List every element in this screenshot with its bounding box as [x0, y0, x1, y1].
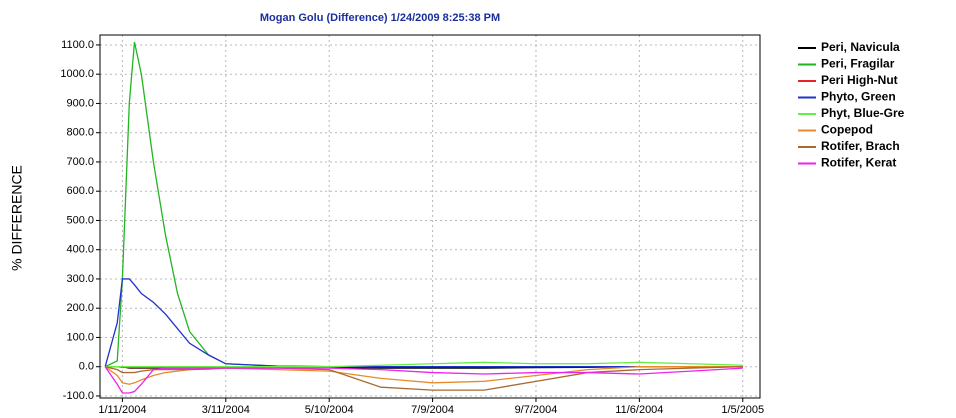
y-tick-label: 1100.0: [61, 39, 94, 51]
y-tick-label: 100.0: [66, 331, 94, 343]
x-tick-label: 9/7/2004: [515, 404, 558, 416]
legend-label: Rotifer, Brach: [821, 139, 900, 153]
y-tick-label: 600.0: [66, 185, 94, 197]
chart-title: Mogan Golu (Difference) 1/24/2009 8:25:3…: [260, 12, 500, 24]
legend-label: Rotifer, Kerat: [821, 156, 896, 170]
legend-label: Peri, Navicula: [821, 40, 900, 54]
y-tick-label: 400.0: [66, 244, 94, 256]
y-tick-label: 0.0: [79, 361, 94, 373]
x-tick-label: 1/11/2004: [98, 404, 146, 416]
legend-box: [792, 38, 956, 188]
y-tick-label: -100.0: [63, 390, 94, 402]
y-tick-label: 900.0: [66, 97, 94, 109]
y-tick-label: 200.0: [66, 302, 94, 314]
y-tick-label: 800.0: [66, 127, 94, 139]
x-tick-label: 1/5/2005: [721, 404, 764, 416]
y-tick-label: 700.0: [66, 156, 94, 168]
y-axis-label: % DIFFERENCE: [9, 165, 25, 271]
y-tick-label: 1000.0: [60, 68, 94, 80]
y-tick-label: 500.0: [66, 214, 94, 226]
series-line: [104, 278, 743, 368]
series-line: [104, 366, 743, 394]
series-line: [105, 361, 743, 368]
x-tick-label: 5/10/2004: [305, 404, 354, 416]
x-tick-label: 11/6/2004: [615, 404, 663, 416]
x-tick-label: 7/9/2004: [411, 404, 454, 416]
plot-frame: [99, 34, 761, 399]
legend-label: Phyto, Green: [821, 90, 896, 104]
legend-label: Copepod: [821, 123, 873, 137]
legend-label: Peri High-Nut: [821, 73, 898, 87]
y-tick-label: 300.0: [66, 273, 94, 285]
legend-label: Phyt, Blue-Gre: [821, 106, 905, 120]
legend-label: Peri, Fragilar: [821, 57, 895, 71]
x-tick-label: 3/11/2004: [202, 404, 250, 416]
